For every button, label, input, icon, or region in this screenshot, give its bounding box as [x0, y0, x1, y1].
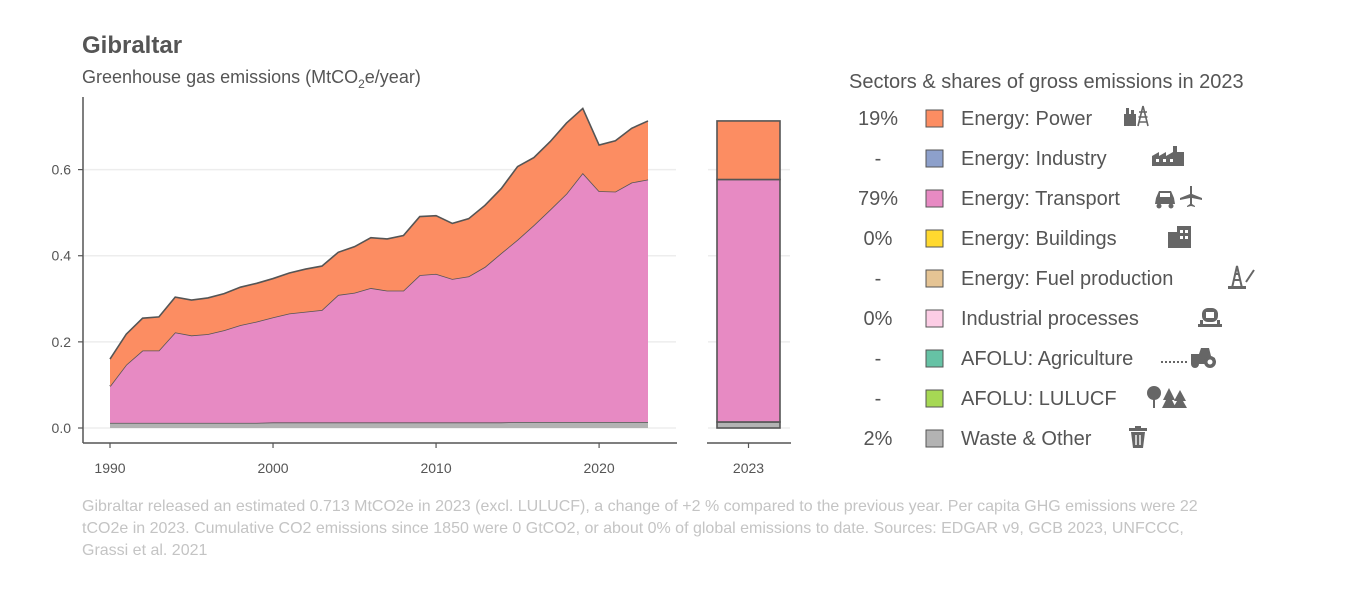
tractor-icon: [1161, 348, 1216, 368]
legend-share: -: [875, 268, 882, 290]
legend-item-energy-buildings: 0% Energy: Buildings: [864, 226, 1191, 250]
chart-title: Gibraltar: [82, 32, 182, 59]
legend-label: Energy: Transport: [961, 188, 1120, 210]
legend-label: AFOLU: Agriculture: [961, 348, 1133, 370]
bar-segment-energy-transport: [716, 178, 781, 423]
legend-share: -: [875, 388, 882, 410]
legend-share: 0%: [864, 228, 893, 250]
legend-swatch: [925, 429, 944, 448]
x-tick-label: 2000: [257, 460, 288, 476]
bar-segment-waste-other: [716, 421, 781, 429]
legend-share: 79%: [858, 188, 898, 210]
legend-label: Industrial processes: [961, 308, 1139, 330]
buildings-icon: [1168, 226, 1191, 248]
y-tick-labels: 0.0 0.2 0.4 0.6: [52, 162, 83, 436]
legend-share: 19%: [858, 108, 898, 130]
x-tick-labels: 1990 2000 2010 2020 2023: [94, 443, 764, 476]
legend-item-energy-power: 19% Energy: Power: [858, 105, 1149, 130]
chart-subtitle: Greenhouse gas emissions (MtCO2e/year): [82, 67, 421, 91]
area-energy-transport: [110, 173, 648, 423]
legend-item-industrial-processes: 0% Industrial processes: [864, 308, 1222, 330]
legend-item-waste-other: 2% Waste & Other: [864, 426, 1147, 450]
legend-swatch: [925, 309, 944, 328]
legend-swatch: [925, 389, 944, 408]
x-tick-label-bar: 2023: [733, 460, 764, 476]
y-tick-label: 0.4: [52, 248, 72, 264]
legend-item-energy-fuel-production: - Energy: Fuel production: [875, 265, 1255, 290]
legend-swatch: [925, 109, 944, 128]
x-tick-label: 2010: [420, 460, 451, 476]
bar-2023: [716, 120, 781, 429]
legend-label: Energy: Industry: [961, 148, 1107, 170]
area-series: [109, 107, 649, 428]
legend-title: Sectors & shares of gross emissions in 2…: [849, 71, 1244, 93]
factory-icon: [1152, 146, 1184, 166]
x-tick-label: 1990: [94, 460, 125, 476]
cement-mixer-icon: [1198, 308, 1222, 327]
legend-label: Energy: Power: [961, 108, 1093, 130]
area-energy-power: [110, 108, 648, 387]
oil-rig-icon: [1228, 265, 1255, 289]
area-line-2: [109, 107, 649, 360]
legend-label: AFOLU: LULUCF: [961, 388, 1117, 410]
legend-item-afolu-lulucf: - AFOLU: LULUCF: [875, 386, 1187, 410]
legend-swatch: [925, 149, 944, 168]
legend-label: Energy: Fuel production: [961, 268, 1173, 290]
bar-segment-energy-power: [716, 120, 781, 181]
x-tick-label: 2020: [584, 460, 615, 476]
legend-item-energy-industry: - Energy: Industry: [875, 146, 1184, 170]
legend-swatch: [925, 349, 944, 368]
y-tick-label: 0.0: [52, 420, 72, 436]
legend-swatch: [925, 189, 944, 208]
legend-share: -: [875, 348, 882, 370]
legend-item-afolu-agriculture: - AFOLU: Agriculture: [875, 348, 1216, 370]
y-tick-label: 0.2: [52, 334, 72, 350]
footnote: Gibraltar released an estimated 0.713 Mt…: [82, 498, 1198, 559]
legend-swatch: [925, 269, 944, 288]
legend-swatch: [925, 229, 944, 248]
legend-share: -: [875, 148, 882, 170]
y-tick-label: 0.6: [52, 162, 72, 178]
trees-icon: [1147, 386, 1187, 408]
legend: 19% Energy: Power - Energy: Industry 79% Ener…: [858, 105, 1255, 450]
legend-share: 2%: [864, 428, 893, 450]
power-plant-icon: [1124, 105, 1149, 127]
car-plane-icon: [1155, 186, 1202, 209]
legend-label: Waste & Other: [961, 428, 1092, 450]
legend-item-energy-transport: 79% Energy: Transport: [858, 186, 1202, 210]
legend-label: Energy: Buildings: [961, 228, 1117, 250]
legend-share: 0%: [864, 308, 893, 330]
trash-icon: [1129, 426, 1147, 448]
